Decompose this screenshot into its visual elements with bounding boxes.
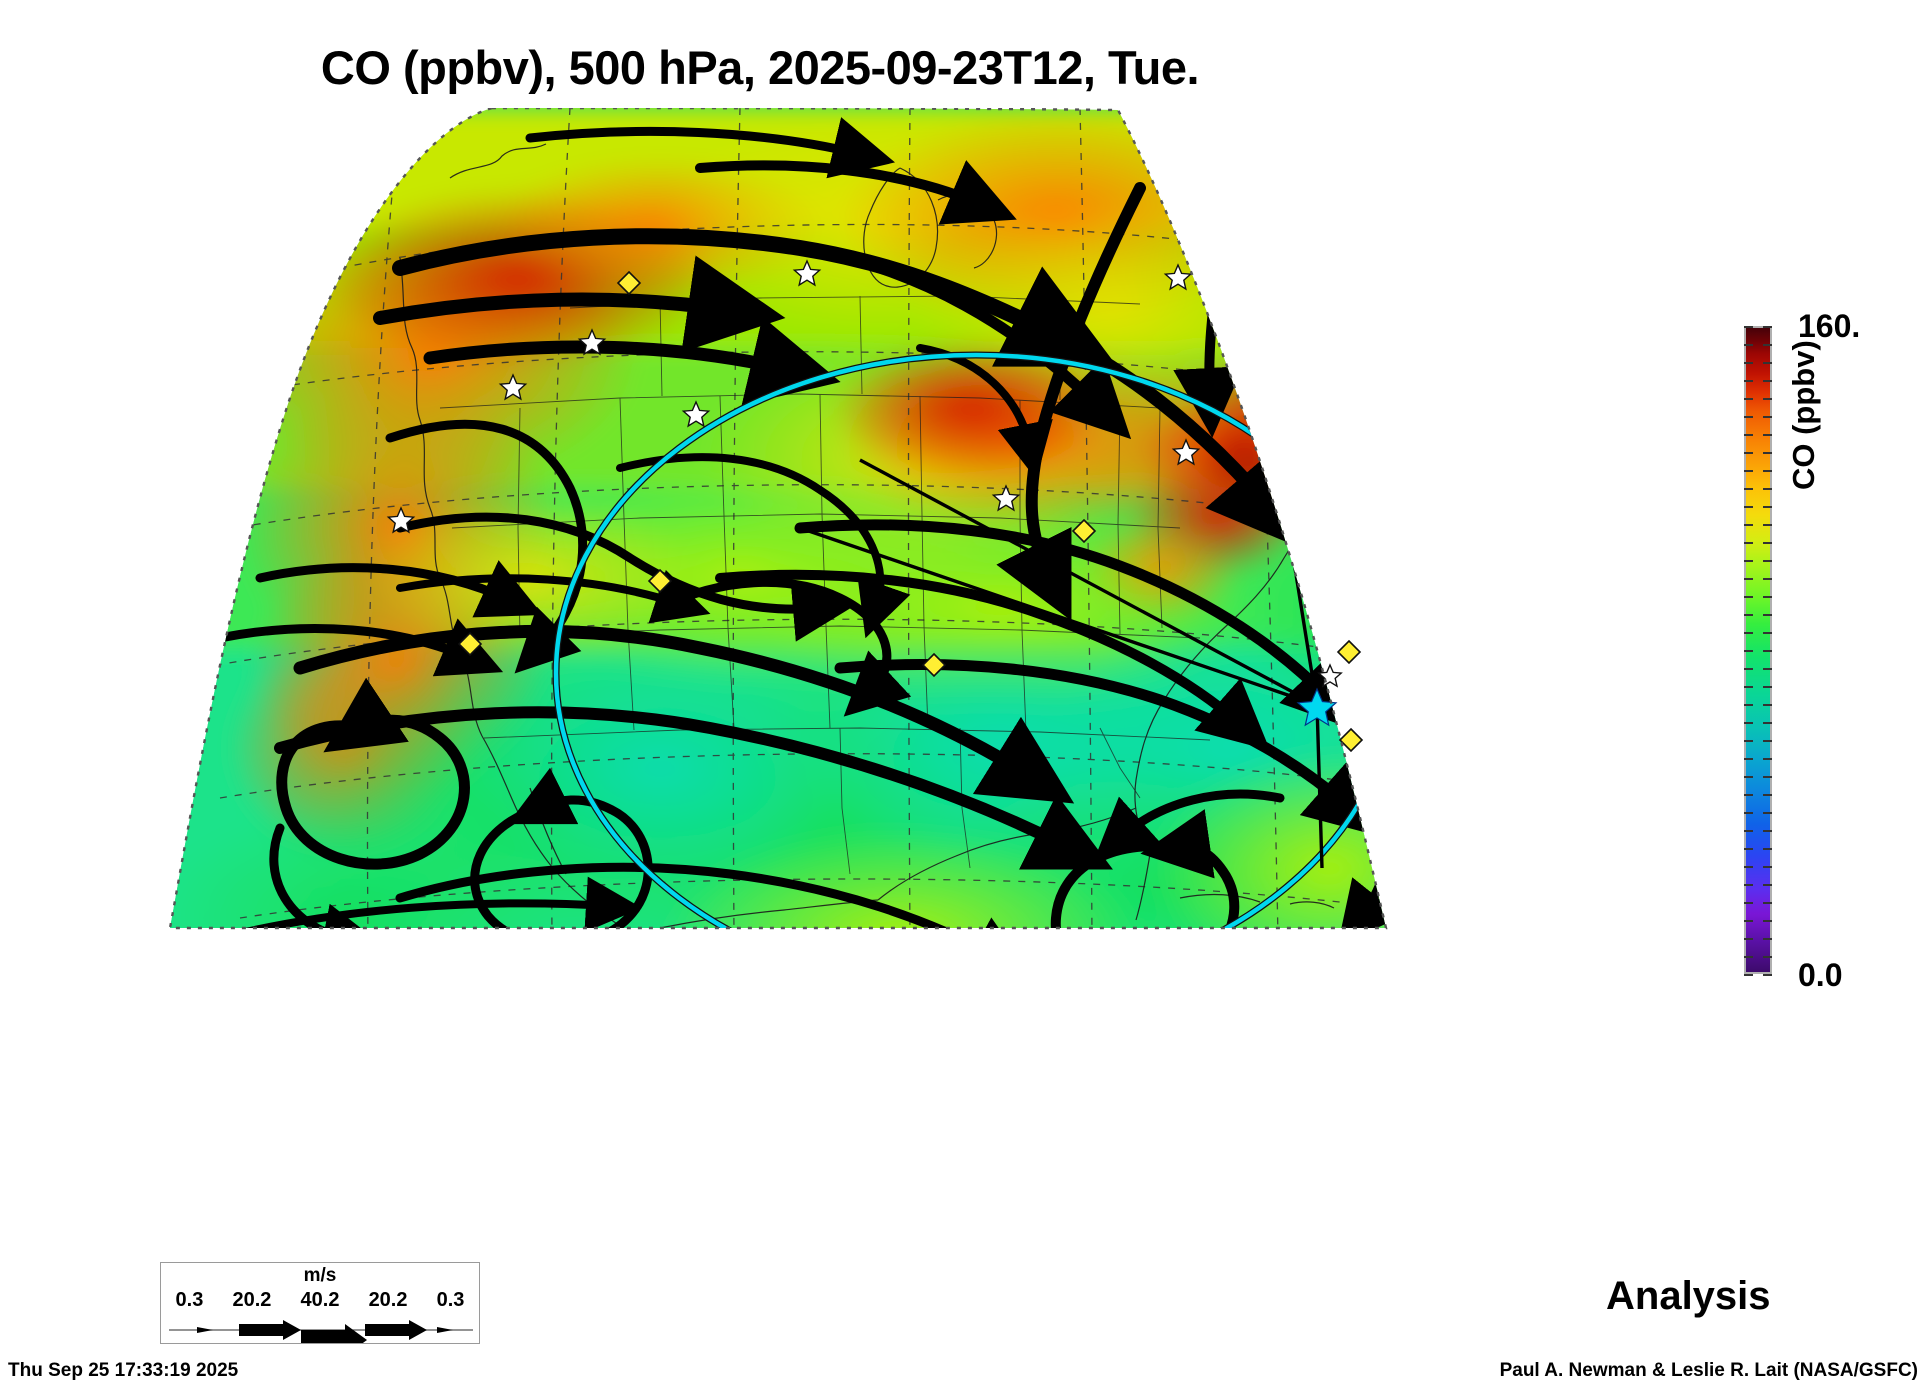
render-timestamp: Thu Sep 25 17:33:19 2025 (8, 1360, 239, 1381)
wind-tick-2: 40.2 (300, 1289, 340, 1311)
page-title: CO (ppbv), 500 hPa, 2025-09-23T12, Tue. (320, 41, 1200, 94)
map-plot[interactable] (100, 108, 1520, 1028)
colorbar (1744, 326, 1772, 974)
author-credit: Paul A. Newman & Leslie R. Lait (NASA/GS… (1499, 1360, 1918, 1381)
wind-tick-1: 20.2 (232, 1289, 272, 1311)
colorbar-max-label: 160. (1798, 308, 1861, 344)
star-marker-group (386, 259, 1343, 688)
wind-tick-labels: 0.3 20.2 40.2 20.2 0.3 (161, 1289, 479, 1312)
analysis-label: Analysis (1606, 1274, 1771, 1318)
diamond-marker-group (457, 270, 1364, 753)
colorbar-axis-label: CO (ppbv) (1786, 340, 1821, 490)
colorbar-min-label: 0.0 (1798, 957, 1843, 993)
wind-tick-0: 0.3 (175, 1289, 204, 1311)
wind-arrow-scale (169, 1320, 473, 1343)
wind-tick-4: 0.3 (436, 1289, 465, 1311)
wind-speed-legend: m/s 0.3 20.2 40.2 20.2 0.3 (160, 1262, 480, 1344)
range-circle (552, 351, 1386, 928)
wind-tick-3: 20.2 (368, 1289, 408, 1311)
station-markers (386, 259, 1364, 753)
map-boundary (168, 108, 1388, 930)
wind-units-label: m/s (303, 1265, 337, 1286)
map-panel[interactable] (100, 108, 1520, 1028)
